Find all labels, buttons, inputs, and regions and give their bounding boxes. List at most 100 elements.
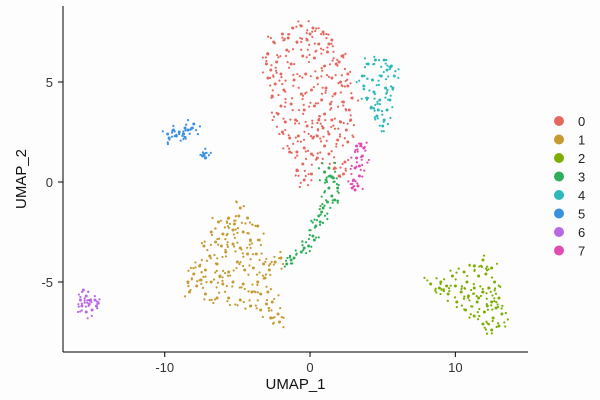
cluster-4-point bbox=[389, 94, 392, 97]
cluster-3-point bbox=[326, 180, 329, 183]
cluster-2-point bbox=[466, 274, 469, 278]
cluster-0-point bbox=[337, 60, 341, 64]
cluster-3-point bbox=[335, 183, 339, 186]
cluster-4-point bbox=[378, 102, 381, 106]
cluster-1-point bbox=[239, 261, 242, 264]
cluster-2-point bbox=[487, 268, 490, 271]
cluster-0-point bbox=[282, 132, 285, 136]
cluster-4-point bbox=[386, 89, 389, 92]
cluster-1-point bbox=[248, 221, 252, 224]
cluster-5-point bbox=[182, 137, 185, 141]
cluster-1-point bbox=[216, 257, 219, 260]
cluster-5-point bbox=[178, 132, 181, 136]
cluster-2-point bbox=[449, 269, 452, 272]
x-tick-label: 0 bbox=[306, 360, 313, 375]
cluster-1-point bbox=[214, 262, 218, 265]
cluster-0-point bbox=[284, 101, 287, 104]
cluster-4-point bbox=[376, 108, 380, 112]
cluster-2-point bbox=[479, 294, 483, 298]
cluster-1-point bbox=[206, 248, 209, 252]
cluster-5-point bbox=[175, 133, 178, 137]
cluster-1-point bbox=[224, 250, 228, 254]
cluster-1-point bbox=[273, 297, 276, 301]
cluster-0-point bbox=[304, 174, 307, 178]
cluster-2-point bbox=[479, 285, 482, 288]
cluster-2-point bbox=[487, 286, 491, 290]
cluster-1-point bbox=[256, 291, 259, 294]
cluster-0-point bbox=[325, 32, 328, 36]
cluster-0-point bbox=[344, 79, 347, 83]
cluster-0-point bbox=[294, 174, 297, 177]
cluster-7-point bbox=[363, 169, 366, 172]
cluster-6-point bbox=[79, 295, 82, 299]
legend-label-6: 6 bbox=[578, 225, 585, 240]
cluster-0-point bbox=[282, 147, 285, 150]
cluster-1-point bbox=[215, 269, 218, 273]
cluster-4-point bbox=[389, 66, 392, 69]
cluster-0-point bbox=[332, 50, 335, 53]
cluster-0-point bbox=[339, 175, 342, 178]
cluster-3-point bbox=[294, 249, 297, 252]
cluster-1-point bbox=[227, 217, 230, 220]
cluster-3-point bbox=[327, 166, 331, 170]
cluster-3-point bbox=[318, 223, 322, 226]
cluster-7-point bbox=[355, 156, 359, 160]
cluster-3-point bbox=[320, 195, 323, 198]
cluster-6-point bbox=[80, 302, 83, 305]
cluster-1-point bbox=[260, 252, 263, 255]
cluster-1-point bbox=[208, 298, 211, 302]
cluster-0-point bbox=[340, 74, 343, 77]
cluster-0-point bbox=[339, 166, 342, 169]
cluster-0-point bbox=[314, 70, 317, 73]
cluster-0-point bbox=[346, 122, 349, 125]
cluster-1-point bbox=[267, 264, 271, 267]
cluster-3-point bbox=[336, 186, 340, 190]
cluster-7-point bbox=[365, 141, 368, 144]
cluster-0-point bbox=[292, 78, 296, 82]
cluster-3-point bbox=[285, 262, 289, 266]
cluster-1-point bbox=[253, 290, 256, 293]
cluster-2-point bbox=[485, 332, 489, 335]
cluster-2-point bbox=[462, 270, 466, 274]
cluster-7-point bbox=[353, 188, 357, 192]
cluster-4-point bbox=[394, 70, 397, 73]
cluster-2-point bbox=[443, 278, 446, 281]
cluster-0-point bbox=[269, 84, 272, 87]
cluster-0-point bbox=[319, 140, 323, 143]
cluster-1-point bbox=[273, 255, 276, 259]
cluster-0-point bbox=[308, 53, 311, 56]
cluster-0-point bbox=[331, 95, 334, 98]
cluster-3-point bbox=[323, 181, 327, 184]
cluster-0-point bbox=[315, 156, 319, 160]
cluster-0-point bbox=[324, 86, 328, 90]
cluster-0-point bbox=[330, 125, 333, 129]
cluster-0-point bbox=[339, 91, 342, 94]
cluster-1-point bbox=[202, 275, 205, 278]
cluster-0-point bbox=[278, 132, 281, 136]
cluster-0-point bbox=[341, 144, 344, 147]
cluster-4-point bbox=[380, 110, 384, 113]
cluster-0-point bbox=[287, 134, 290, 137]
cluster-1-point bbox=[256, 224, 260, 228]
cluster-1-point bbox=[251, 266, 255, 270]
cluster-5-point bbox=[204, 147, 207, 150]
cluster-1-point bbox=[203, 292, 207, 296]
cluster-7-point bbox=[353, 184, 356, 188]
cluster-0-point bbox=[289, 62, 293, 66]
cluster-0-point bbox=[307, 60, 311, 64]
cluster-0-point bbox=[320, 66, 323, 70]
cluster-2-point bbox=[480, 265, 483, 268]
cluster-1-point bbox=[238, 246, 242, 250]
cluster-2-point bbox=[453, 284, 457, 288]
cluster-3-point bbox=[318, 179, 321, 182]
cluster-2-point bbox=[490, 304, 493, 307]
cluster-4-point bbox=[358, 79, 361, 82]
cluster-2-point bbox=[484, 272, 488, 276]
cluster-2-point bbox=[472, 286, 476, 290]
cluster-4-point bbox=[378, 74, 381, 77]
cluster-6-point bbox=[87, 290, 90, 294]
cluster-3-point bbox=[321, 221, 325, 224]
cluster-1-point bbox=[254, 304, 257, 307]
cluster-0-point bbox=[321, 124, 324, 128]
cluster-2-point bbox=[439, 282, 442, 286]
